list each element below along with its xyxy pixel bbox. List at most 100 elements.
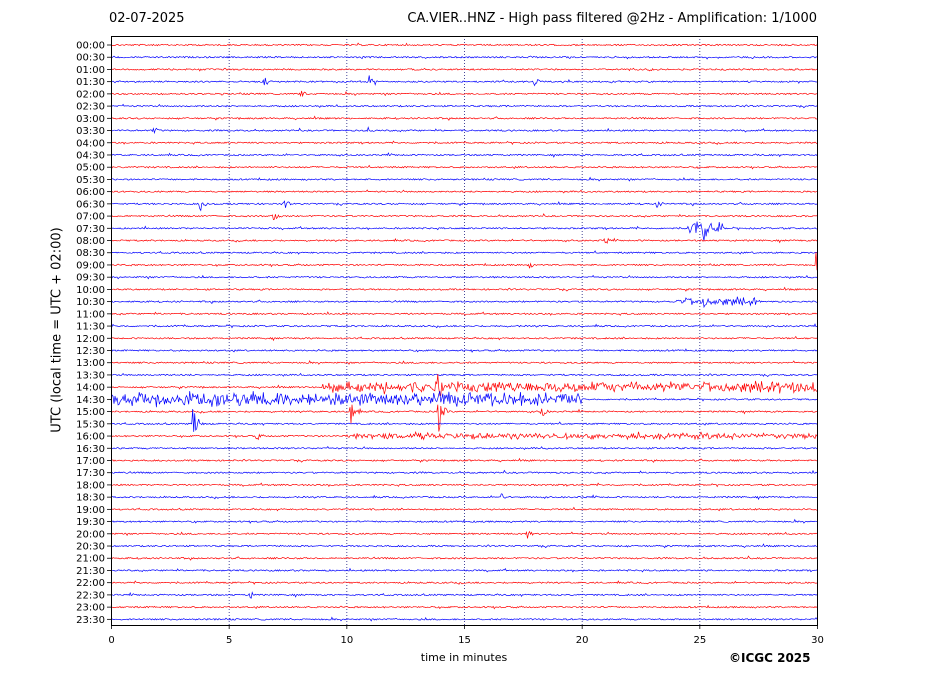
copyright-credit: ©ICGC 2025 bbox=[729, 651, 811, 665]
trace-0330 bbox=[110, 126, 818, 135]
y-tick-label: 15:00 bbox=[76, 407, 105, 418]
trace-1600 bbox=[110, 431, 818, 441]
y-tick-label: 01:30 bbox=[76, 77, 105, 88]
trace-1330 bbox=[110, 372, 818, 377]
y-tick-label: 22:30 bbox=[76, 590, 105, 601]
y-tick-label: 17:00 bbox=[76, 456, 105, 467]
x-tick-label: 10 bbox=[340, 635, 353, 646]
y-tick-label: 15:30 bbox=[76, 419, 105, 430]
y-tick-label: 04:30 bbox=[76, 150, 105, 161]
y-tick-label: 16:30 bbox=[76, 444, 105, 455]
y-tick-label: 10:00 bbox=[76, 285, 105, 296]
trace-1000 bbox=[110, 286, 818, 292]
trace-0930 bbox=[110, 274, 818, 280]
trace-0500 bbox=[110, 164, 818, 170]
trace-0130 bbox=[111, 75, 818, 87]
y-tick-label: 04:00 bbox=[76, 138, 105, 149]
trace-0530 bbox=[110, 176, 818, 182]
trace-0030 bbox=[111, 55, 818, 60]
y-tick-label: 09:30 bbox=[76, 273, 105, 284]
y-tick-label: 12:00 bbox=[76, 334, 105, 345]
x-tick-label: 25 bbox=[693, 635, 706, 646]
y-tick-label: 00:30 bbox=[76, 53, 105, 64]
trace-1930 bbox=[110, 518, 818, 524]
y-tick-label: 10:30 bbox=[76, 297, 105, 308]
y-tick-label: 14:30 bbox=[76, 395, 105, 406]
trace-0600 bbox=[110, 189, 817, 194]
y-tick-label: 13:00 bbox=[76, 358, 105, 369]
y-tick-label: 02:30 bbox=[76, 102, 105, 113]
trace-0800 bbox=[110, 237, 818, 244]
y-tick-label: 20:00 bbox=[76, 529, 105, 540]
y-tick-label: 18:00 bbox=[76, 480, 105, 491]
trace-1700 bbox=[110, 457, 818, 463]
y-tick-label: 23:30 bbox=[76, 615, 105, 626]
y-tick-label: 06:00 bbox=[76, 187, 105, 198]
trace-2230 bbox=[110, 591, 818, 599]
trace-0230 bbox=[110, 103, 818, 109]
grid-layer bbox=[228, 36, 701, 625]
y-tick-label: 20:30 bbox=[76, 542, 105, 553]
trace-1530 bbox=[110, 408, 818, 432]
y-tick-label: 05:30 bbox=[76, 175, 105, 186]
trace-2000 bbox=[110, 530, 818, 539]
y-tick-label: 08:00 bbox=[76, 236, 105, 247]
trace-1030 bbox=[110, 296, 818, 309]
trace-0700 bbox=[110, 213, 818, 221]
plot-date: 02-07-2025 bbox=[109, 11, 185, 26]
trace-0900 bbox=[110, 252, 818, 271]
trace-1100 bbox=[110, 311, 818, 316]
y-tick-label: 02:00 bbox=[76, 89, 105, 100]
trace-1130 bbox=[110, 323, 818, 329]
trace-1830 bbox=[111, 493, 818, 501]
x-tick-label: 0 bbox=[108, 635, 114, 646]
trace-2300 bbox=[110, 604, 818, 610]
y-tick-label: 21:00 bbox=[76, 554, 105, 565]
trace-0400 bbox=[110, 140, 818, 146]
trace-0830 bbox=[110, 250, 817, 255]
trace-1800 bbox=[110, 482, 818, 488]
y-tick-label: 07:30 bbox=[76, 224, 105, 235]
trace-0730 bbox=[110, 221, 818, 242]
y-tick-label: 11:30 bbox=[76, 322, 105, 333]
trace-2200 bbox=[110, 580, 818, 585]
y-tick-label: 05:00 bbox=[76, 163, 105, 174]
y-tick-label: 03:30 bbox=[76, 126, 105, 137]
y-tick-label: 03:00 bbox=[76, 114, 105, 125]
trace-1300 bbox=[110, 359, 818, 365]
y-tick-label: 21:30 bbox=[76, 566, 105, 577]
y-tick-label: 06:30 bbox=[76, 199, 105, 210]
trace-0630 bbox=[110, 200, 818, 212]
y-tick-label: 01:00 bbox=[76, 65, 105, 76]
trace-1400 bbox=[110, 374, 818, 396]
x-axis-label: time in minutes bbox=[420, 651, 508, 664]
trace-2100 bbox=[110, 555, 818, 561]
trace-1230 bbox=[110, 348, 818, 353]
trace-1730 bbox=[110, 469, 818, 475]
y-tick-label: 19:00 bbox=[76, 505, 105, 516]
y-tick-label: 11:00 bbox=[76, 309, 105, 320]
y-tick-label: 14:00 bbox=[76, 383, 105, 394]
x-tick-label: 20 bbox=[576, 635, 589, 646]
trace-2330 bbox=[110, 616, 818, 622]
x-tick-label: 15 bbox=[458, 635, 471, 646]
trace-1200 bbox=[110, 335, 818, 342]
trace-0430 bbox=[110, 152, 818, 158]
trace-1900 bbox=[110, 506, 818, 512]
trace-2030 bbox=[110, 543, 818, 549]
x-tick-label: 5 bbox=[226, 635, 232, 646]
trace-1630 bbox=[110, 446, 818, 451]
y-tick-label: 18:30 bbox=[76, 493, 105, 504]
trace-0000 bbox=[110, 42, 818, 47]
y-tick-label: 00:00 bbox=[76, 41, 105, 52]
y-tick-label: 17:30 bbox=[76, 468, 105, 479]
trace-0200 bbox=[110, 90, 818, 98]
trace-0300 bbox=[110, 115, 818, 121]
trace-0100 bbox=[110, 67, 818, 72]
y-tick-label: 08:30 bbox=[76, 248, 105, 259]
y-tick-label: 13:30 bbox=[76, 370, 105, 381]
trace-1500 bbox=[110, 404, 818, 432]
trace-1430 bbox=[110, 391, 818, 408]
